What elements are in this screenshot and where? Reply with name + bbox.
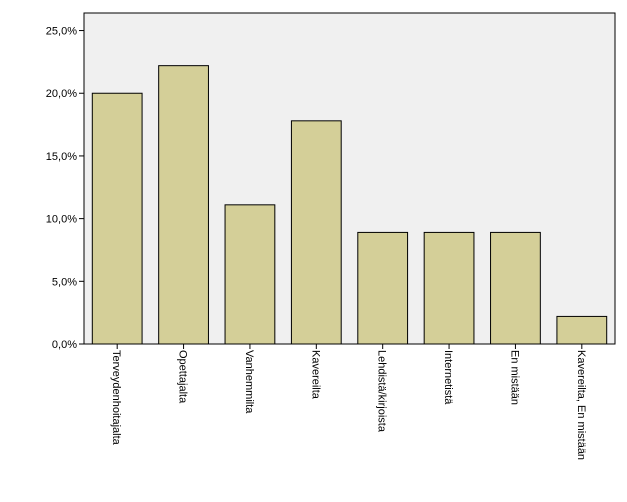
y-tick-label: 15,0% [46,151,77,163]
x-category-label: Opettajalta [177,350,189,404]
y-tick-label: 20,0% [46,88,77,100]
bar [423,231,475,345]
y-tick-label: 5,0% [52,276,77,288]
x-category-label: En mistään [508,350,520,405]
x-category-label: Kavereilta [309,350,321,400]
x-category-label: Terveydenhoitajalta [110,350,122,446]
bar [357,231,409,345]
bar [224,204,276,345]
bar [91,92,143,345]
x-category-label: Kavereilta, En mistään [575,350,587,460]
bar [556,315,608,345]
y-tick-label: 10,0% [46,214,77,226]
x-category-label: Lehdistä/kirjoista [376,350,388,433]
x-category-label: Internetistä [442,350,454,405]
bar [490,231,541,345]
bar [158,65,209,345]
y-tick-label: 25,0% [46,26,77,38]
x-category-label: Vanhemmilta [243,350,255,414]
bar [290,120,342,345]
y-tick-label: 0,0% [52,339,77,351]
